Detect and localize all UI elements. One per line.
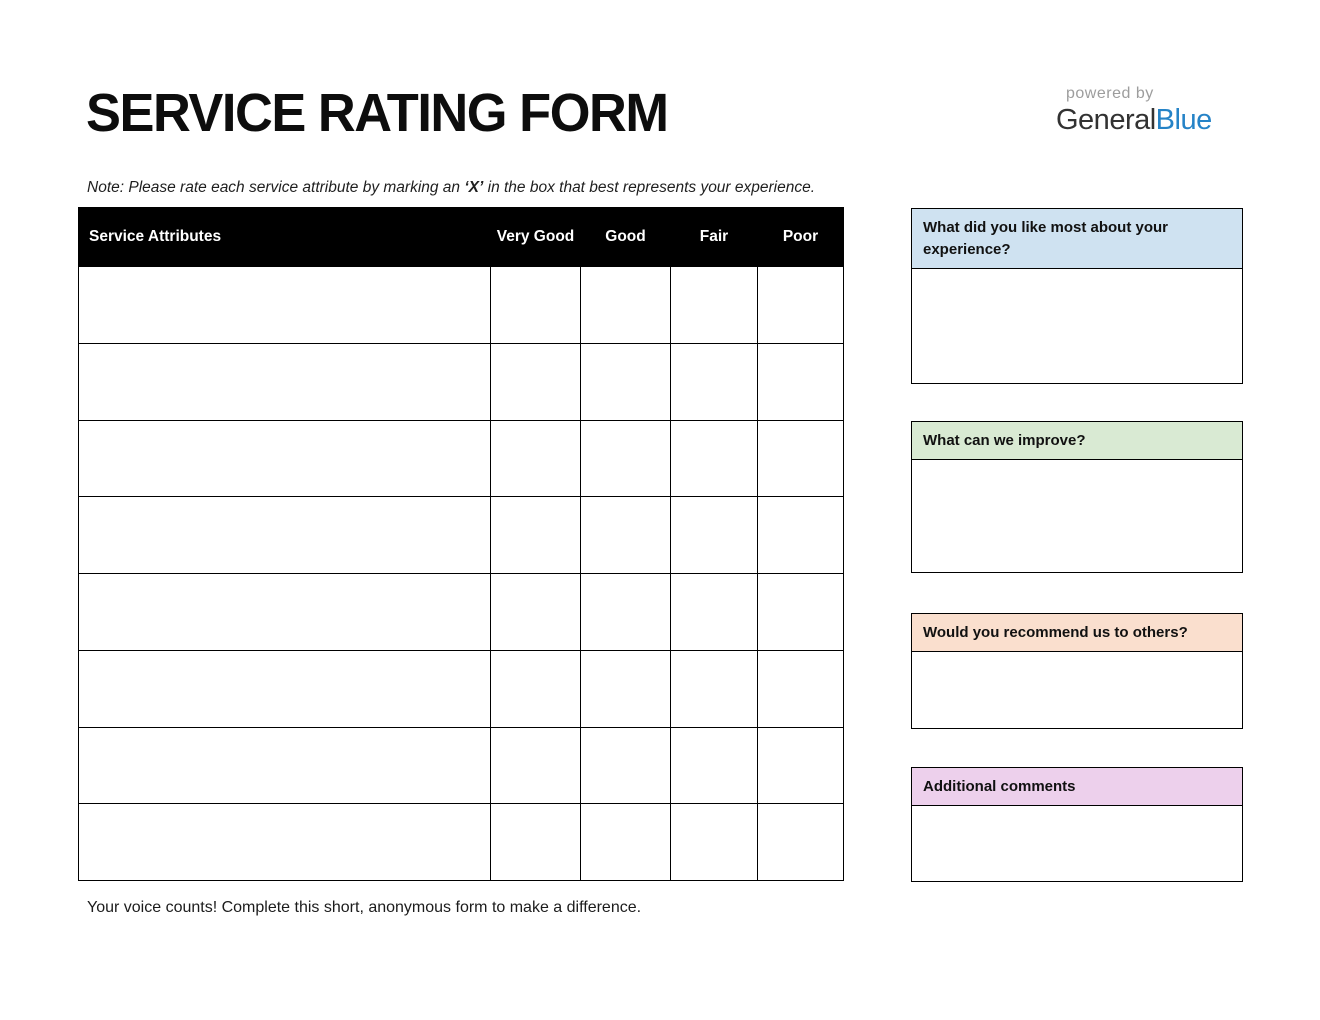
rating-cell[interactable]: [490, 803, 581, 881]
attribute-cell[interactable]: [78, 803, 491, 881]
rating-cell[interactable]: [490, 419, 581, 498]
column-header-good: Good: [580, 207, 671, 267]
rating-cell[interactable]: [490, 342, 581, 421]
rating-cell[interactable]: [490, 726, 581, 805]
rating-cell[interactable]: [580, 342, 671, 421]
attribute-cell[interactable]: [78, 419, 491, 498]
feedback-box-improve: What can we improve?: [911, 421, 1243, 573]
column-header-poor: Poor: [757, 207, 844, 267]
note-bold-x: ‘X’: [464, 179, 484, 196]
rating-cell[interactable]: [580, 419, 671, 498]
rating-cell[interactable]: [757, 342, 844, 421]
rating-cell[interactable]: [757, 266, 844, 344]
attribute-cell[interactable]: [78, 342, 491, 421]
table-row: [78, 266, 844, 344]
table-row: [78, 419, 844, 498]
rating-cell[interactable]: [580, 496, 671, 574]
feedback-box-liked-most-input[interactable]: [912, 268, 1242, 383]
attribute-cell[interactable]: [78, 726, 491, 805]
brand-general: General: [1056, 104, 1156, 136]
rating-cell[interactable]: [757, 649, 844, 728]
rating-cell[interactable]: [670, 342, 758, 421]
rating-cell[interactable]: [670, 266, 758, 344]
feedback-box-recommend-label: Would you recommend us to others?: [912, 614, 1242, 652]
rating-cell[interactable]: [490, 266, 581, 344]
rating-cell[interactable]: [490, 496, 581, 574]
brand-name: GeneralBlue: [1056, 104, 1216, 137]
attribute-cell[interactable]: [78, 573, 491, 651]
rating-cell[interactable]: [490, 573, 581, 651]
rating-table-body: [78, 266, 844, 881]
rating-cell[interactable]: [670, 649, 758, 728]
feedback-box-recommend-input[interactable]: [912, 651, 1242, 728]
note-prefix: Note: Please rate each service attribute…: [87, 179, 465, 196]
feedback-box-recommend: Would you recommend us to others?: [911, 613, 1243, 729]
rating-table: Service Attributes Very Good Good Fair P…: [78, 207, 844, 881]
rating-cell[interactable]: [580, 803, 671, 881]
rating-cell[interactable]: [757, 496, 844, 574]
rating-cell[interactable]: [757, 803, 844, 881]
rating-cell[interactable]: [757, 419, 844, 498]
column-header-service-attributes: Service Attributes: [78, 207, 491, 267]
rating-cell[interactable]: [580, 726, 671, 805]
brand-blue: Blue: [1155, 104, 1213, 136]
rating-cell[interactable]: [670, 496, 758, 574]
table-row: [78, 803, 844, 881]
rating-table-header-row: Service Attributes Very Good Good Fair P…: [78, 207, 844, 267]
powered-by-label: powered by: [1066, 85, 1154, 102]
table-row: [78, 496, 844, 574]
rating-cell[interactable]: [670, 803, 758, 881]
rating-cell[interactable]: [670, 573, 758, 651]
rating-cell[interactable]: [580, 649, 671, 728]
attribute-cell[interactable]: [78, 496, 491, 574]
feedback-box-liked-most-label: What did you like most about your experi…: [912, 209, 1242, 269]
rating-cell[interactable]: [670, 726, 758, 805]
feedback-box-improve-label: What can we improve?: [912, 422, 1242, 460]
rating-cell[interactable]: [757, 573, 844, 651]
rating-cell[interactable]: [670, 419, 758, 498]
table-row: [78, 573, 844, 651]
feedback-box-liked-most: What did you like most about your experi…: [911, 208, 1243, 384]
table-row: [78, 726, 844, 805]
generalblue-logo: powered by GeneralBlue: [1056, 85, 1216, 137]
attribute-cell[interactable]: [78, 266, 491, 344]
attribute-cell[interactable]: [78, 649, 491, 728]
feedback-box-improve-input[interactable]: [912, 459, 1242, 572]
table-row: [78, 649, 844, 728]
page-title: SERVICE RATING FORM: [86, 83, 669, 143]
column-header-fair: Fair: [670, 207, 758, 267]
rating-cell[interactable]: [580, 573, 671, 651]
column-header-very-good: Very Good: [490, 207, 581, 267]
feedback-box-additional-comments-label: Additional comments: [912, 768, 1242, 806]
feedback-box-additional-comments-input[interactable]: [912, 805, 1242, 881]
note-suffix: in the box that best represents your exp…: [483, 179, 816, 196]
feedback-box-additional-comments: Additional comments: [911, 767, 1243, 882]
rating-cell[interactable]: [757, 726, 844, 805]
instruction-note: Note: Please rate each service attribute…: [87, 179, 815, 197]
footer-note: Your voice counts! Complete this short, …: [87, 899, 642, 916]
rating-cell[interactable]: [580, 266, 671, 344]
rating-cell[interactable]: [490, 649, 581, 728]
table-row: [78, 342, 844, 421]
